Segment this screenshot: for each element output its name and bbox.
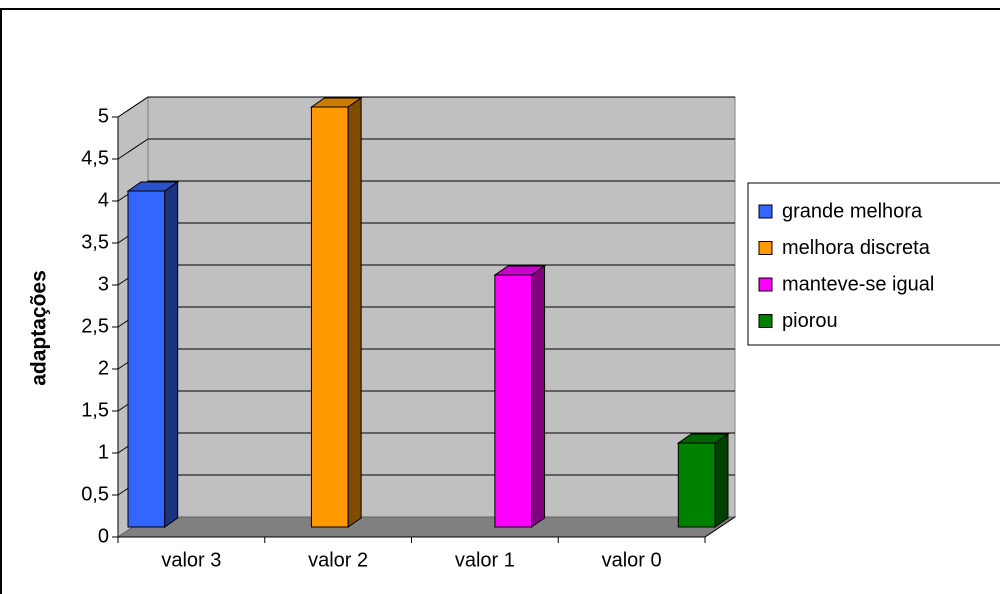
y-tick-label: 4,5: [81, 147, 109, 169]
x-tick-label: valor 0: [602, 549, 662, 571]
y-tick-label: 1: [98, 441, 109, 463]
y-tick-label: 2: [98, 357, 109, 379]
y-tick-label: 5: [98, 105, 109, 127]
legend-label: piorou: [782, 310, 838, 332]
x-tick-label: valor 1: [455, 549, 515, 571]
legend-swatch: [758, 204, 773, 219]
y-axis-title: adaptações: [28, 270, 51, 386]
bar-side: [347, 97, 362, 528]
bar-front: [677, 442, 716, 528]
y-tick-label: 0,5: [81, 483, 109, 505]
legend-label: manteve-se igual: [782, 273, 934, 295]
bar-side: [531, 265, 546, 528]
y-tick-label: 1,5: [81, 399, 109, 421]
bar: [126, 181, 180, 528]
legend-swatch: [758, 241, 773, 255]
legend-box: [747, 182, 1000, 346]
y-tick-label: 2,5: [81, 315, 109, 337]
bar-side: [164, 181, 179, 528]
legend-label: grande melhora: [782, 200, 923, 222]
y-tick-label: 0: [98, 525, 109, 547]
bar-front: [127, 190, 166, 528]
y-tick-label: 3,5: [81, 231, 109, 253]
bar-side: [714, 433, 729, 528]
bar: [309, 97, 363, 528]
x-axis-end: [704, 516, 736, 538]
x-tick-label: valor 2: [308, 549, 368, 571]
x-tick-label: valor 3: [161, 549, 221, 571]
y-tick-label: 3: [98, 273, 109, 295]
legend-swatch: [758, 277, 773, 292]
grid-line: [117, 96, 735, 118]
bar-front: [494, 274, 533, 528]
legend-swatch: [758, 314, 773, 328]
legend-label: melhora discreta: [782, 237, 931, 259]
bar-front: [310, 106, 349, 528]
y-tick-label: 4: [98, 189, 109, 211]
bar: [676, 433, 730, 528]
grid-line: [117, 138, 735, 160]
floor: [116, 516, 737, 538]
bar: [493, 265, 547, 528]
